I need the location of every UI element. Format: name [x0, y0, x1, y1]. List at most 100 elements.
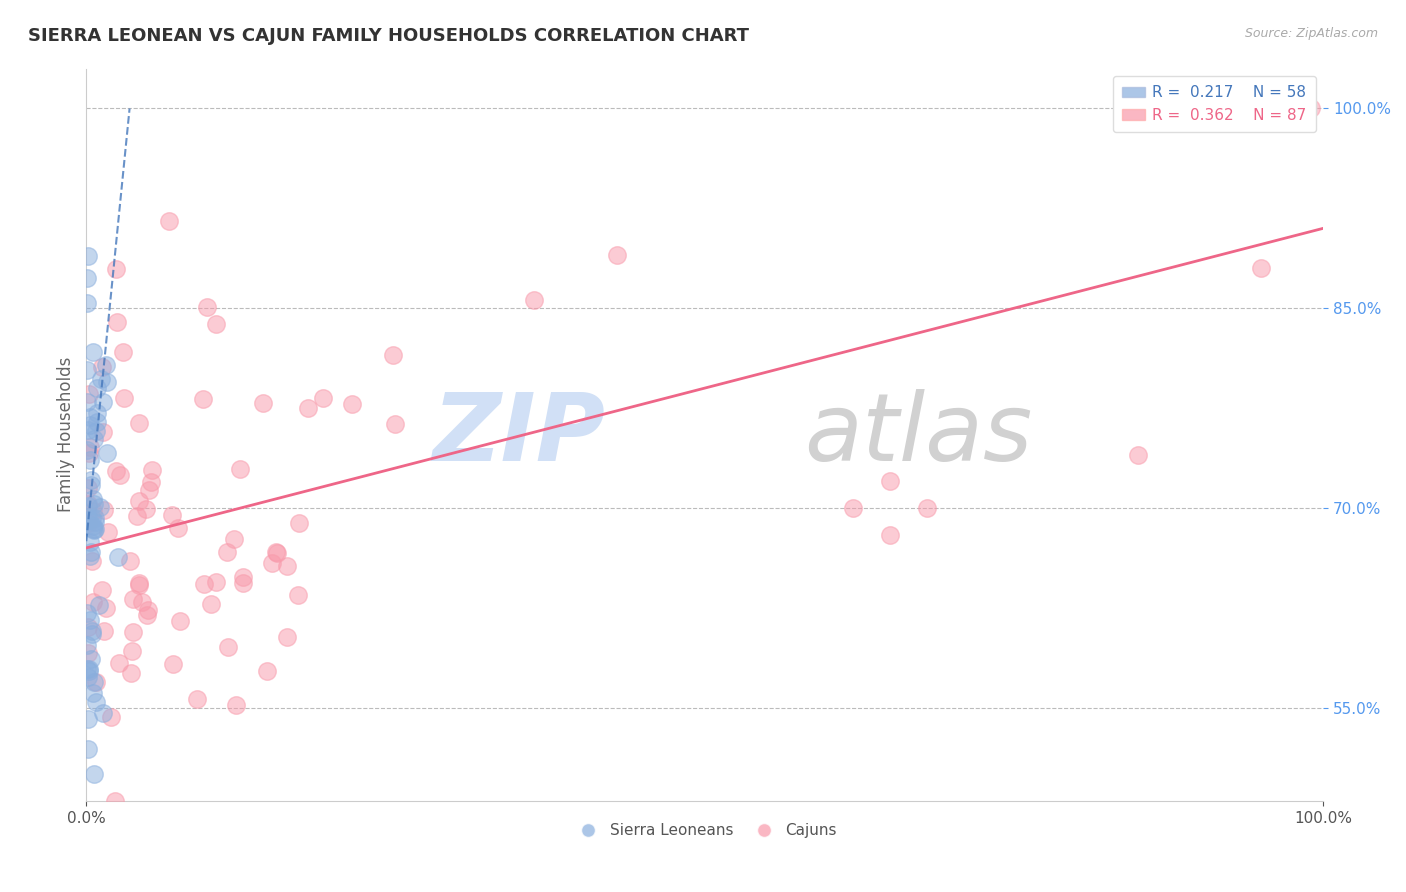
Point: [83, 497, 105, 511]
Point: [91, 706, 114, 720]
Point: [100, 710, 122, 724]
Point: [76, 638, 98, 652]
Point: [96, 358, 118, 372]
Point: [91, 395, 114, 409]
Point: [80, 544, 103, 558]
Point: [229, 462, 252, 476]
Point: [83, 523, 105, 537]
Point: [82, 511, 104, 525]
Point: [191, 392, 214, 406]
Y-axis label: Family Households: Family Households: [58, 357, 75, 512]
Point: [79, 614, 101, 628]
Point: [917, 500, 939, 515]
Point: [1299, 102, 1322, 116]
Point: [89, 500, 111, 514]
Point: [80, 627, 103, 641]
Point: [879, 475, 901, 489]
Point: [97, 524, 120, 539]
Point: [128, 494, 150, 508]
Point: [79, 473, 101, 487]
Point: [160, 508, 183, 522]
Point: [108, 468, 131, 483]
Point: [77, 387, 100, 401]
Point: [121, 592, 143, 607]
Point: [222, 532, 245, 546]
Point: [94, 601, 117, 615]
Point: [80, 624, 103, 638]
Point: [82, 686, 104, 700]
Point: [77, 662, 100, 676]
Point: [79, 549, 101, 563]
Point: [77, 513, 100, 527]
Point: [128, 578, 150, 592]
Point: [112, 391, 135, 405]
Point: [204, 575, 226, 590]
Point: [104, 794, 127, 808]
Point: [83, 521, 105, 535]
Point: [83, 433, 105, 447]
Point: [76, 271, 98, 285]
Point: [122, 625, 145, 640]
Point: [232, 570, 254, 584]
Point: [83, 510, 105, 524]
Point: [205, 318, 228, 332]
Point: [84, 515, 107, 529]
Point: [96, 375, 118, 389]
Point: [79, 410, 101, 425]
Point: [606, 248, 628, 262]
Point: [76, 509, 98, 524]
Point: [186, 692, 208, 706]
Point: [217, 640, 239, 654]
Point: [105, 315, 128, 329]
Point: [76, 712, 98, 726]
Point: [76, 670, 98, 684]
Point: [1250, 261, 1272, 276]
Point: [86, 675, 108, 690]
Point: [128, 417, 150, 431]
Point: [79, 452, 101, 467]
Point: [76, 362, 98, 376]
Point: [340, 397, 363, 411]
Point: [77, 665, 100, 679]
Point: [225, 698, 247, 712]
Point: [84, 425, 107, 439]
Point: [91, 425, 114, 439]
Point: [276, 630, 298, 644]
Point: [76, 500, 98, 514]
Point: [287, 588, 309, 602]
Point: [82, 491, 104, 506]
Point: [107, 656, 129, 670]
Point: [80, 554, 103, 568]
Legend: Sierra Leoneans, Cajuns: Sierra Leoneans, Cajuns: [567, 817, 842, 845]
Point: [76, 442, 98, 457]
Point: [82, 518, 104, 533]
Point: [169, 614, 191, 628]
Point: [82, 522, 104, 536]
Point: [252, 395, 274, 409]
Point: [105, 464, 128, 478]
Point: [76, 249, 98, 263]
Point: [260, 556, 283, 570]
Point: [1126, 448, 1149, 462]
Point: [82, 345, 104, 359]
Point: [195, 300, 218, 314]
Point: [842, 500, 865, 515]
Point: [96, 446, 118, 460]
Text: ZIP: ZIP: [433, 389, 606, 481]
Point: [82, 504, 104, 518]
Point: [312, 391, 335, 405]
Point: [266, 546, 288, 560]
Point: [87, 598, 110, 612]
Point: [76, 607, 98, 621]
Point: [118, 554, 141, 568]
Point: [86, 415, 108, 429]
Point: [76, 481, 98, 495]
Point: [162, 657, 184, 672]
Text: Source: ZipAtlas.com: Source: ZipAtlas.com: [1244, 27, 1378, 40]
Point: [297, 401, 319, 415]
Point: [256, 664, 278, 678]
Point: [125, 509, 148, 524]
Point: [276, 559, 298, 574]
Point: [90, 372, 112, 386]
Point: [384, 417, 406, 432]
